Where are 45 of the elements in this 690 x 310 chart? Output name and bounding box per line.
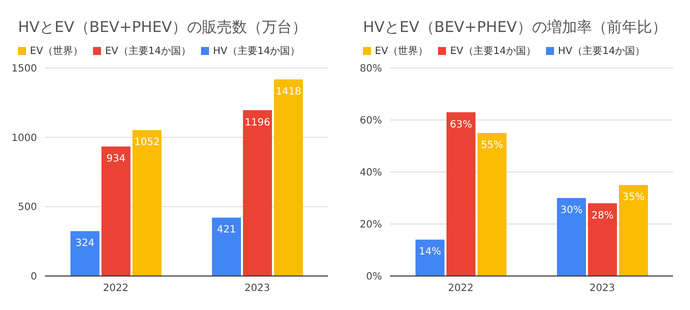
x-tick-label: 2023 bbox=[590, 283, 615, 294]
legend-label: HV（主要14か国） bbox=[212, 46, 300, 57]
legend-label: EV（主要14か国） bbox=[105, 46, 191, 57]
legend-label: EV（主要14か国） bbox=[450, 46, 536, 57]
bar bbox=[274, 79, 303, 276]
data-label: 1196 bbox=[244, 117, 270, 128]
data-label: 30% bbox=[560, 205, 583, 216]
data-label: 934 bbox=[106, 154, 126, 165]
data-label: 63% bbox=[450, 119, 472, 130]
x-tick-label: 2022 bbox=[103, 283, 128, 294]
bar bbox=[446, 112, 476, 276]
y-tick-label: 60% bbox=[360, 116, 382, 127]
y-tick-label: 1000 bbox=[12, 132, 37, 144]
y-tick-label: 0% bbox=[366, 272, 382, 283]
y-tick-label: 20% bbox=[360, 220, 382, 231]
x-tick-label: 2023 bbox=[244, 283, 270, 294]
x-tick-label: 2022 bbox=[448, 283, 474, 294]
y-tick-label: 40% bbox=[360, 168, 382, 179]
y-tick-label: 80% bbox=[360, 64, 382, 75]
legend-label: EV（世界） bbox=[374, 46, 428, 57]
data-label: 35% bbox=[622, 192, 645, 204]
data-label: 1052 bbox=[134, 137, 160, 148]
data-label: 324 bbox=[75, 238, 95, 250]
bar bbox=[588, 203, 617, 276]
data-label: 28% bbox=[591, 210, 614, 222]
data-label: 55% bbox=[480, 140, 504, 152]
bar bbox=[242, 110, 272, 276]
y-tick-label: 0 bbox=[30, 272, 37, 283]
bar bbox=[132, 130, 162, 276]
y-tick-label: 500 bbox=[18, 202, 37, 214]
chart-title: HVとEV（BEV+PHEV）の販売数（万台） bbox=[18, 18, 307, 37]
legend-label: EV（世界） bbox=[30, 46, 84, 57]
data-label: 421 bbox=[216, 224, 236, 236]
bar bbox=[477, 133, 506, 276]
legend-label: HV（主要14か国） bbox=[558, 46, 646, 57]
bar bbox=[415, 240, 444, 276]
bar bbox=[212, 218, 241, 276]
bar bbox=[70, 231, 100, 276]
data-label: 14% bbox=[418, 246, 442, 258]
y-tick-label: 1500 bbox=[12, 64, 37, 75]
bar bbox=[556, 198, 586, 276]
bar bbox=[618, 185, 648, 276]
bar bbox=[101, 146, 130, 276]
chart-title: HVとEV（BEV+PHEV）の増加率（前年比） bbox=[363, 18, 667, 37]
data-label: 1418 bbox=[276, 86, 302, 98]
